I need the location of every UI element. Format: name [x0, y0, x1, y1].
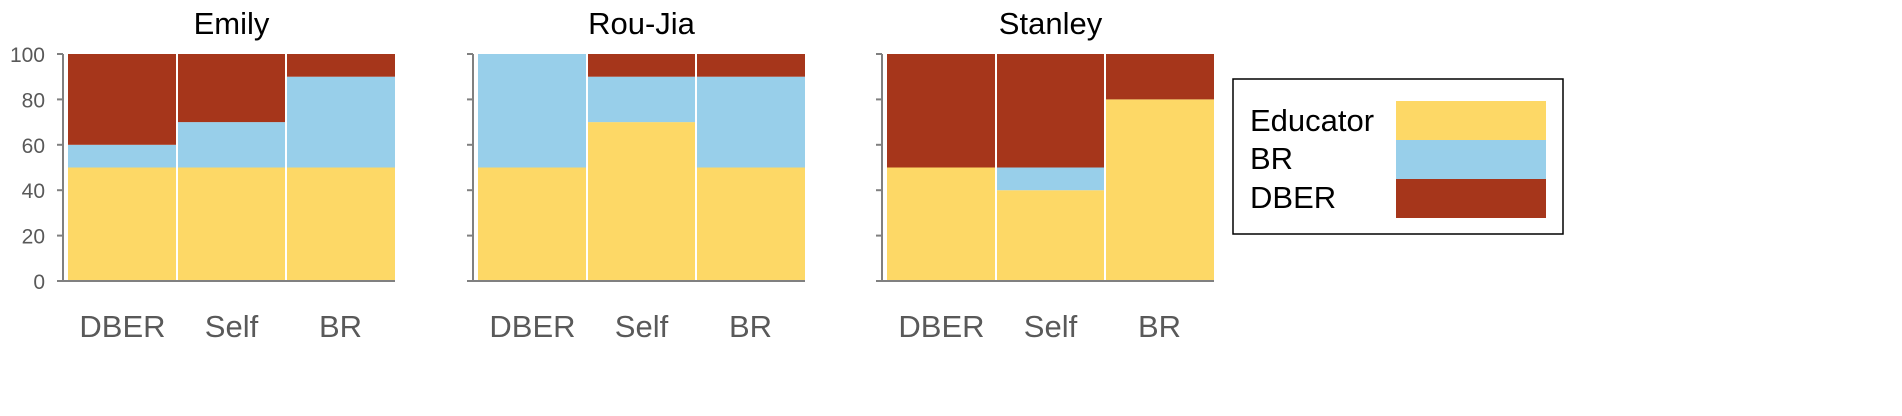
y-tick-label: 80	[22, 89, 45, 112]
y-tick-label: 100	[10, 44, 45, 67]
bar-rou-jia-dber-educator	[478, 167, 587, 281]
bar-stanley-dber-educator	[887, 167, 996, 281]
legend-label-dber: DBER	[1250, 180, 1336, 215]
x-category-label: BR	[319, 309, 362, 344]
x-category-label: DBER	[79, 309, 165, 344]
x-category-label: BR	[729, 309, 772, 344]
x-category-label: Self	[615, 309, 669, 344]
bar-stanley-br-dber	[1105, 54, 1214, 100]
bar-emily-dber-dber	[68, 54, 177, 145]
x-category-label: BR	[1138, 309, 1181, 344]
y-tick-label: 40	[22, 180, 45, 203]
legend-label-br: BR	[1250, 141, 1293, 176]
bar-rou-jia-br-br	[696, 76, 805, 168]
x-category-label: DBER	[489, 309, 575, 344]
bar-emily-br-educator	[286, 167, 395, 281]
y-tick-label: 20	[22, 226, 45, 249]
bar-emily-self-educator	[177, 167, 286, 281]
panel-rou-jia: DBER Self BR Rou-Jia	[467, 6, 805, 344]
panel-title: Emily	[194, 6, 270, 41]
bar-stanley-dber-dber	[887, 54, 996, 168]
bar-rou-jia-self-br	[587, 76, 696, 123]
bar-emily-dber-educator	[68, 167, 177, 281]
panel-title: Stanley	[999, 6, 1103, 41]
bar-emily-br-dber	[286, 54, 395, 77]
y-tick-label: 60	[22, 135, 45, 158]
bar-emily-self-br	[177, 122, 286, 168]
bar-stanley-self-dber	[996, 54, 1105, 168]
bar-rou-jia-self-educator	[587, 122, 696, 281]
x-category-label: DBER	[898, 309, 984, 344]
bar-stanley-br-educator	[1105, 99, 1214, 282]
legend-label-educator: Educator	[1250, 103, 1374, 138]
bar-rou-jia-dber-br	[478, 54, 587, 168]
bar-rou-jia-br-dber	[696, 54, 805, 77]
legend-swatch-educator	[1396, 101, 1546, 140]
x-category-label: Self	[205, 309, 259, 344]
bar-emily-br-br	[286, 76, 395, 168]
panel-emily: 0 20 40 60 80 100 DBER Self BR Emily	[10, 6, 395, 344]
x-category-label: Self	[1024, 309, 1078, 344]
bar-rou-jia-self-dber	[587, 54, 696, 77]
legend-swatch-dber	[1396, 179, 1546, 218]
panel-stanley: DBER Self BR Stanley	[876, 6, 1214, 344]
bar-emily-dber-br	[68, 144, 177, 168]
bar-stanley-self-br	[996, 167, 1105, 191]
panel-title: Rou-Jia	[588, 6, 696, 41]
bar-stanley-self-educator	[996, 190, 1105, 281]
bar-emily-self-dber	[177, 54, 286, 123]
legend-swatch-br	[1396, 140, 1546, 179]
bar-rou-jia-br-educator	[696, 167, 805, 281]
y-tick-label: 0	[33, 271, 45, 294]
